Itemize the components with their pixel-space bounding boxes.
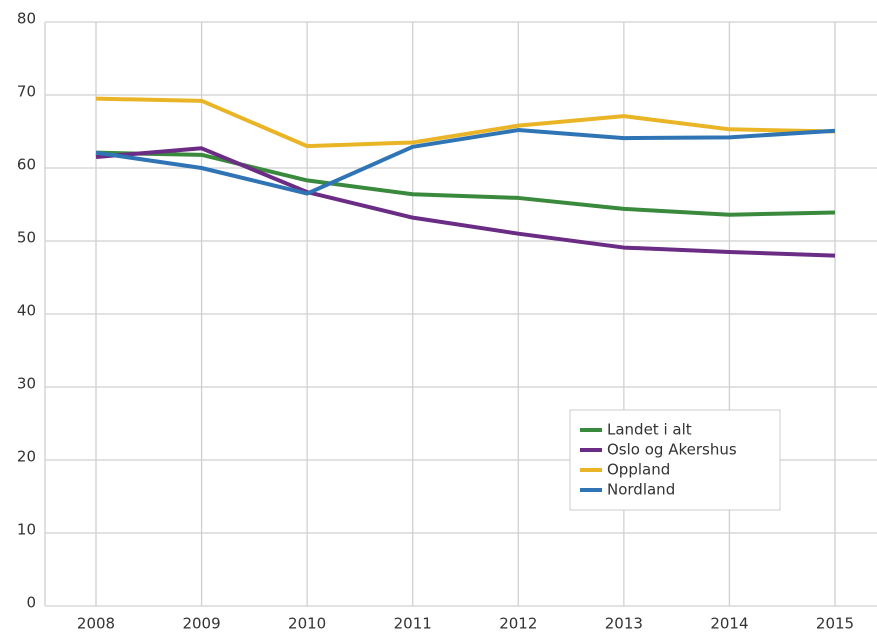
legend-label: Landet i alt	[607, 421, 692, 439]
legend-label: Oppland	[607, 461, 670, 479]
series-line	[95, 128, 836, 196]
x-tick-label: 2012	[499, 615, 537, 633]
legend-box	[569, 409, 781, 511]
y-tick-label: 20	[17, 448, 36, 466]
x-tick-label: 2014	[710, 615, 748, 633]
y-tick-label: 80	[17, 10, 36, 28]
y-tick-label: 40	[17, 302, 36, 320]
x-tick-label: 2010	[288, 615, 326, 633]
y-tick-label: 70	[17, 83, 36, 101]
x-tick-label: 2009	[182, 615, 220, 633]
series-line	[95, 146, 836, 258]
series-line	[95, 150, 836, 217]
x-tick-label: 2011	[394, 615, 432, 633]
series-line	[95, 96, 836, 149]
x-tick-label: 2008	[77, 615, 115, 633]
legend-label: Oslo og Akershus	[607, 441, 737, 459]
legend-label: Nordland	[607, 481, 675, 499]
y-tick-label: 60	[17, 156, 36, 174]
x-tick-label: 2013	[605, 615, 643, 633]
y-tick-label: 10	[17, 521, 36, 539]
y-tick-label: 50	[17, 229, 36, 247]
y-tick-label: 0	[26, 594, 36, 612]
y-tick-label: 30	[17, 375, 36, 393]
x-tick-label: 2015	[816, 615, 854, 633]
